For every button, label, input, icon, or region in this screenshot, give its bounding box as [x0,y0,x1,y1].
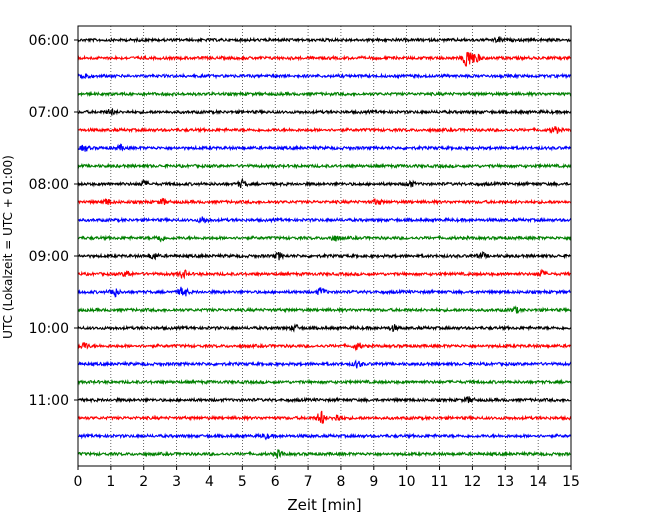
x-tick-label: 2 [139,474,148,490]
y-tick-label: 06:00 [29,33,69,49]
trace-line [77,432,572,441]
x-tick-label: 15 [562,474,580,490]
trace-line [77,323,572,333]
trace-line [77,216,572,224]
trace-line [77,36,572,44]
trace-line [77,162,572,170]
y-axis-ticks: 06:00 07:00 08:00 09:00 10:00 11:00 [29,33,78,409]
x-tick-label: 8 [336,474,345,490]
trace-line [77,268,572,280]
y-tick-label: 08:00 [29,177,69,193]
trace-line [77,342,572,352]
trace-line [77,177,572,189]
y-tick-label: 11:00 [29,393,69,409]
x-tick-label: 11 [431,474,449,490]
trace-line [77,378,572,386]
trace-line [77,126,572,135]
x-tick-label: 9 [369,474,378,490]
y-tick-label: 10:00 [29,321,69,337]
trace-line [77,396,572,404]
trace-line [77,143,572,152]
seismic-traces [77,36,572,459]
trace-line [77,359,572,369]
x-tick-label: 7 [304,474,313,490]
trace-line [77,197,572,206]
x-tick-label: 0 [74,474,83,490]
trace-line [77,251,572,261]
trace-line [77,305,572,314]
trace-line [77,90,572,98]
x-tick-label: 4 [205,474,214,490]
trace-line [77,72,572,80]
trace-line [77,234,572,243]
y-tick-label: 09:00 [29,249,69,265]
trace-line [77,107,572,117]
vertical-grid [110,26,539,466]
x-tick-label: 3 [172,474,181,490]
x-tick-label: 5 [238,474,247,490]
x-axis-title: Zeit [min] [287,496,361,514]
x-tick-label: 1 [106,474,115,490]
y-axis-title: UTC (Lokalzeit = UTC + 01:00) [1,155,15,339]
x-tick-label: 13 [496,474,514,490]
x-axis-ticks: 0 1 2 3 4 5 6 7 8 9 10 11 12 13 14 15 [74,466,580,490]
trace-line [77,51,572,67]
trace-line [77,410,572,425]
y-tick-label: 07:00 [29,105,69,121]
plot-frame [77,25,572,467]
x-tick-label: 6 [271,474,280,490]
trace-line [77,449,572,459]
x-tick-label: 14 [529,474,547,490]
x-tick-label: 12 [463,474,481,490]
x-tick-label: 10 [398,474,416,490]
trace-line [77,286,572,298]
